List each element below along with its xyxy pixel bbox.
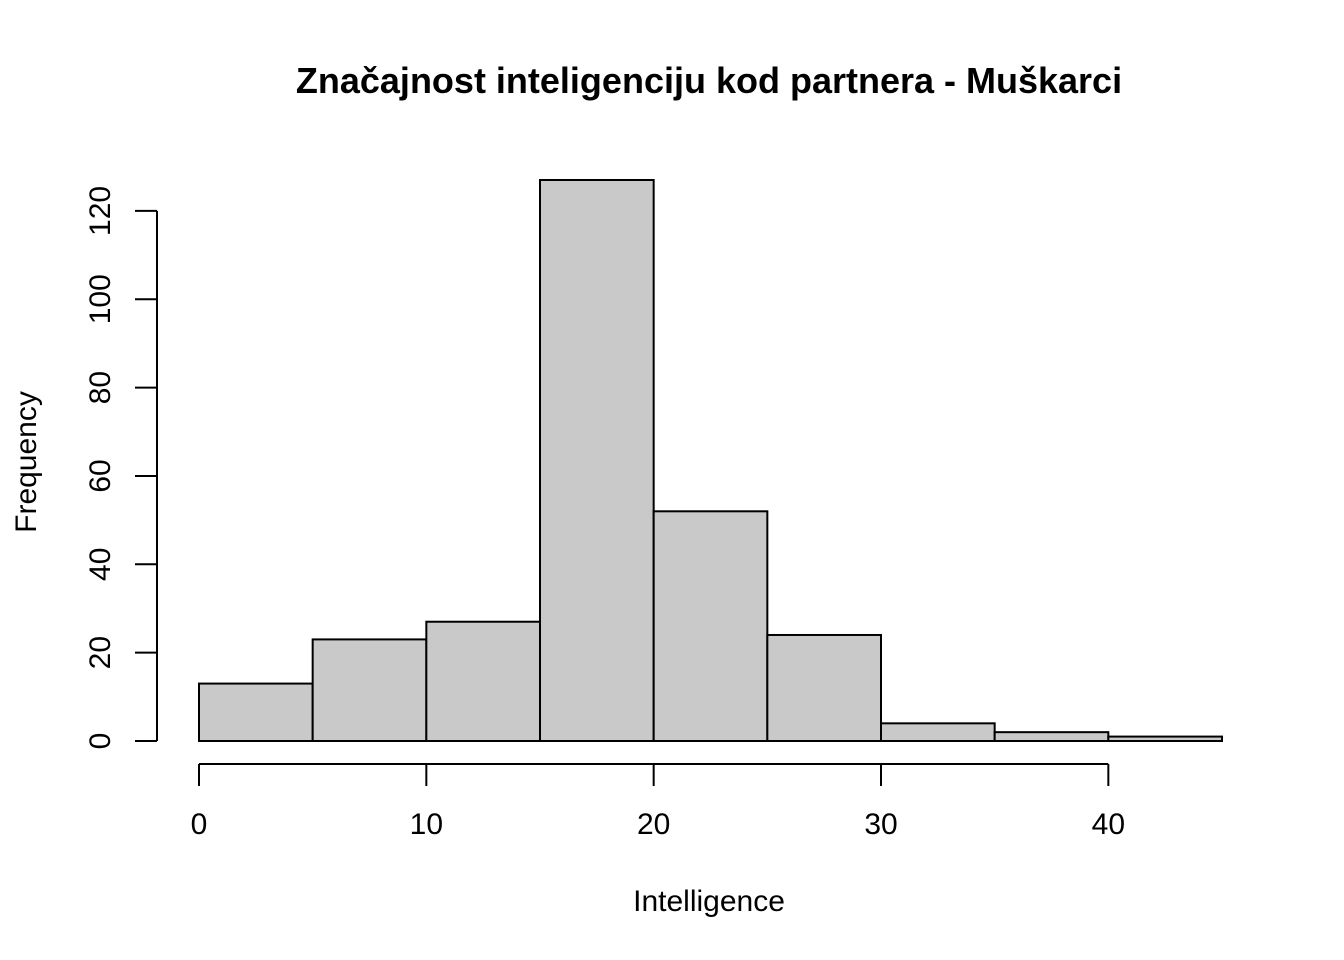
histogram-bar-30-35 <box>880 722 996 742</box>
x-tick-label: 40 <box>1092 808 1125 841</box>
x-axis-label: Intelligence <box>633 885 785 918</box>
y-tick-label: 100 <box>84 274 117 324</box>
histogram-bar-40-45 <box>1107 735 1224 743</box>
y-tick-label: 80 <box>84 371 117 404</box>
y-axis-label: Frequency <box>10 391 43 533</box>
chart-title: Značajnost inteligenciju kod partnera - … <box>296 60 1122 101</box>
histogram-bar-0-5 <box>198 682 314 743</box>
x-tick-label: 30 <box>864 808 897 841</box>
y-tick-label: 120 <box>84 186 117 236</box>
y-tick-label: 20 <box>84 636 117 669</box>
y-tick-label: 40 <box>84 548 117 581</box>
y-tick-label: 0 <box>84 733 117 750</box>
histogram-bar-20-25 <box>652 510 769 743</box>
histogram-bar-35-40 <box>993 731 1110 742</box>
histogram-bar-10-15 <box>425 620 542 743</box>
histogram-bar-5-10 <box>311 638 428 742</box>
x-tick-label: 20 <box>637 808 670 841</box>
y-tick-label: 60 <box>84 459 117 492</box>
histogram-bar-15-20 <box>539 179 655 742</box>
histogram-bar-25-30 <box>766 633 882 742</box>
y-axis: 0 20 40 60 80 100 120 <box>84 186 158 750</box>
x-axis: 0 10 20 30 40 <box>191 763 1125 841</box>
x-tick-label: 0 <box>191 808 208 841</box>
bars-group <box>198 179 1224 743</box>
x-tick-label: 10 <box>410 808 443 841</box>
